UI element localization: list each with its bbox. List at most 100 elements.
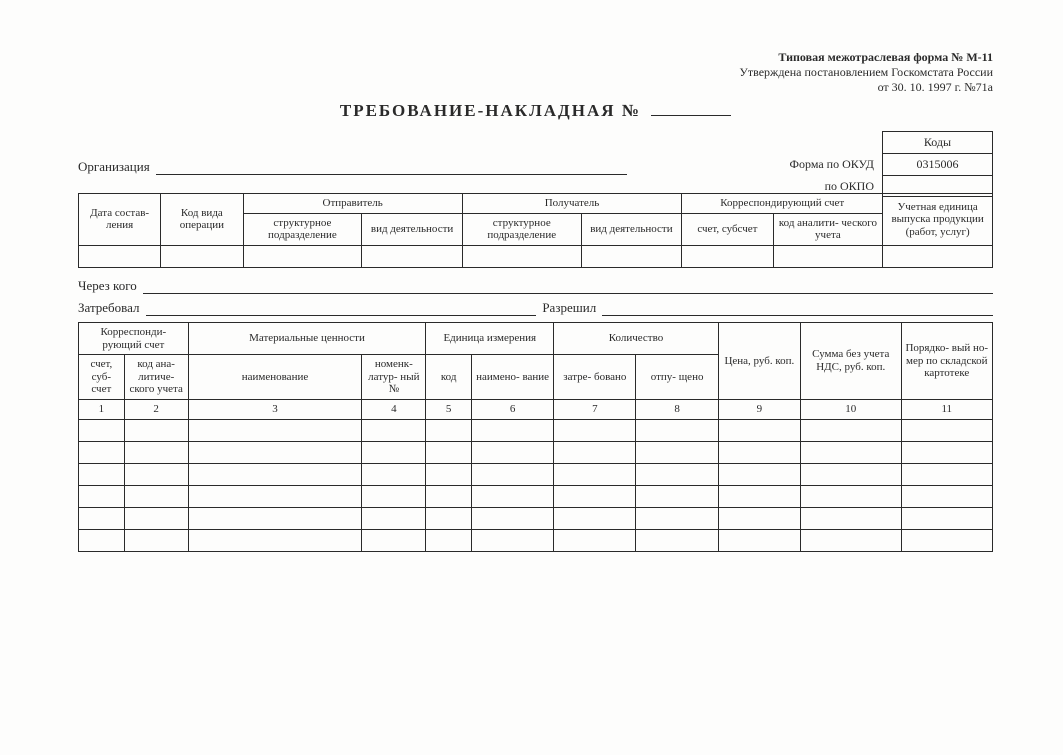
t2-cell[interactable] [188,507,362,529]
okpo-value[interactable] [883,176,993,197]
t2-col-1: 1 [79,400,125,420]
t1-date: Дата состав- ления [79,194,161,246]
t2-cell[interactable] [636,485,718,507]
t2-cell[interactable] [426,463,472,485]
t1-cell[interactable] [161,245,243,267]
t2-cell[interactable] [362,507,426,529]
t2-sub-nomen: номенк- латур- ный № [362,355,426,400]
t1-cell[interactable] [883,245,993,267]
t2-cell[interactable] [124,529,188,551]
t2-cell[interactable] [718,529,800,551]
okud-label: Форма по ОКУД [780,154,883,176]
allowed-blank[interactable] [602,302,993,316]
t1-cell[interactable] [581,245,682,267]
t1-sender-struct: структурное подразделение [243,213,362,245]
t1-cell[interactable] [79,245,161,267]
t2-cell[interactable] [471,463,553,485]
t2-cell[interactable] [554,507,636,529]
t2-cell[interactable] [188,485,362,507]
t2-cell[interactable] [79,441,125,463]
t2-cell[interactable] [188,441,362,463]
mid-section: Через кого Затребовал Разрешил [78,278,993,316]
t2-cell[interactable] [800,507,901,529]
t2-cell[interactable] [471,485,553,507]
t2-cell[interactable] [554,419,636,441]
t2-cell[interactable] [718,441,800,463]
t2-cell[interactable] [426,441,472,463]
t2-cell[interactable] [901,507,992,529]
organization-blank[interactable] [156,161,627,175]
t1-cell[interactable] [682,245,773,267]
requested-blank[interactable] [146,302,537,316]
t2-cell[interactable] [636,529,718,551]
t2-cell[interactable] [800,419,901,441]
t1-receiver-struct: структурное подразделение [462,213,581,245]
t2-col-2: 2 [124,400,188,420]
t2-cell[interactable] [636,507,718,529]
title-text: ТРЕБОВАНИЕ-НАКЛАДНАЯ № [340,101,641,120]
t2-cell[interactable] [554,441,636,463]
t2-cell[interactable] [901,463,992,485]
t2-cell[interactable] [79,485,125,507]
t2-cell[interactable] [554,463,636,485]
t2-sub-acc: счет, суб- счет [79,355,125,400]
t2-cell[interactable] [901,485,992,507]
through-blank[interactable] [143,280,993,294]
t2-cell[interactable] [901,419,992,441]
codes-header: Коды [883,132,993,154]
t2-cell[interactable] [79,419,125,441]
t2-cell[interactable] [554,529,636,551]
meta-line-2: Утверждена постановлением Госкомстата Ро… [78,65,993,80]
t2-cell[interactable] [79,507,125,529]
t2-cell[interactable] [188,529,362,551]
t2-cell[interactable] [79,529,125,551]
t2-cell[interactable] [124,419,188,441]
t2-cell[interactable] [636,441,718,463]
t2-cell[interactable] [800,463,901,485]
t2-cell[interactable] [362,419,426,441]
t2-cell[interactable] [901,529,992,551]
t2-cell[interactable] [800,441,901,463]
t2-cell[interactable] [124,485,188,507]
t2-cell[interactable] [636,463,718,485]
t2-col-10: 10 [800,400,901,420]
t1-cell[interactable] [773,245,883,267]
doc-number-blank[interactable] [651,102,731,116]
t2-col-8: 8 [636,400,718,420]
document-title: ТРЕБОВАНИЕ-НАКЛАДНАЯ № [78,101,993,121]
t2-cell[interactable] [471,419,553,441]
t2-cell[interactable] [718,419,800,441]
t1-acc: счет, субсчет [682,213,773,245]
t2-cell[interactable] [362,463,426,485]
t2-cell[interactable] [188,419,362,441]
t2-sub-rel: отпу- щено [636,355,718,400]
t2-cell[interactable] [718,507,800,529]
t2-cell[interactable] [718,463,800,485]
t2-sub-req: затре- бовано [554,355,636,400]
t2-cell[interactable] [800,485,901,507]
t2-cell[interactable] [800,529,901,551]
t2-cell[interactable] [188,463,362,485]
t2-cell[interactable] [362,485,426,507]
t1-cell[interactable] [362,245,463,267]
t2-cell[interactable] [124,507,188,529]
t2-cell[interactable] [471,507,553,529]
t2-cell[interactable] [362,441,426,463]
t2-cell[interactable] [901,441,992,463]
t2-cell[interactable] [718,485,800,507]
t2-cell[interactable] [471,529,553,551]
t2-cell[interactable] [426,529,472,551]
t2-cell[interactable] [554,485,636,507]
t2-cell[interactable] [124,463,188,485]
t2-cell[interactable] [362,529,426,551]
t2-cell[interactable] [471,441,553,463]
t2-cell[interactable] [426,485,472,507]
t2-cell[interactable] [426,419,472,441]
t2-cell[interactable] [426,507,472,529]
t1-cell[interactable] [243,245,362,267]
t1-cell[interactable] [462,245,581,267]
t2-cell[interactable] [636,419,718,441]
t2-cell[interactable] [79,463,125,485]
organization-row: Организация [78,159,627,175]
t2-cell[interactable] [124,441,188,463]
